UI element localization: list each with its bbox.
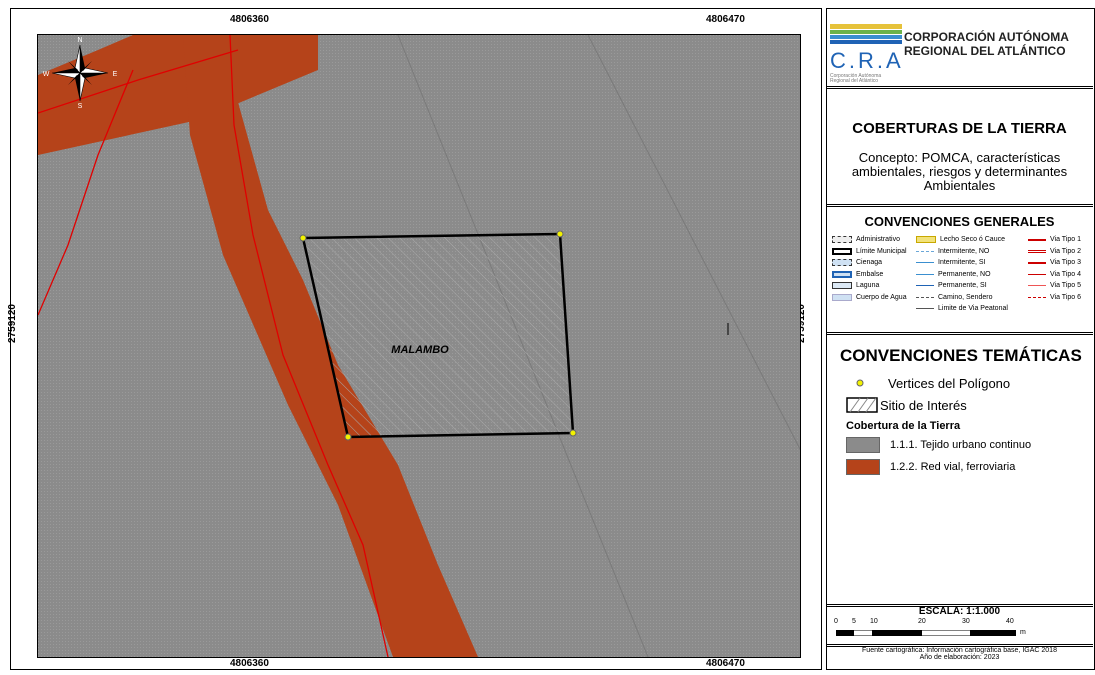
logo-small-line1: Corporación Autónoma bbox=[830, 73, 882, 79]
coord-left: 2759120 bbox=[6, 304, 18, 343]
parcel-line bbox=[587, 35, 800, 451]
road-line bbox=[38, 69, 134, 316]
gen-label: Permanente, SI bbox=[938, 282, 987, 290]
map-concept: Concepto: POMCA, características ambient… bbox=[851, 150, 1068, 193]
stream-icon bbox=[916, 285, 934, 287]
scale-tick: 30 bbox=[962, 618, 970, 625]
coord-bottom-2: 4806470 bbox=[706, 658, 745, 669]
gen-label: Intermitente, SI bbox=[938, 259, 986, 267]
site-label-legend: Sitio de Interés bbox=[880, 397, 967, 413]
gen-label: Via Tipo 4 bbox=[1050, 270, 1082, 278]
road-icon bbox=[1028, 238, 1046, 241]
site-hatch-icon bbox=[846, 397, 878, 413]
gen-label: Intermitente, NO bbox=[938, 247, 990, 255]
vertex-marker bbox=[344, 433, 352, 441]
general-conventions: CONVENCIONES GENERALES Administrativo Lí… bbox=[826, 204, 1093, 335]
scale-unit: m bbox=[1020, 629, 1026, 636]
source-block: Fuente cartográfica: Información cartogr… bbox=[826, 644, 1093, 668]
scale-tick: 10 bbox=[870, 618, 878, 625]
stream-icon bbox=[916, 262, 934, 264]
vertex-marker-icon bbox=[856, 379, 864, 387]
site-label: MALAMBO bbox=[391, 344, 449, 356]
gen-label: Cienaga bbox=[856, 259, 883, 267]
road-icon bbox=[1028, 285, 1046, 287]
road-icon bbox=[1028, 273, 1046, 275]
source-line2: Año de elaboración: 2023 bbox=[919, 654, 1000, 661]
general-conventions-heading: CONVENCIONES GENERALES bbox=[864, 214, 1055, 229]
gen-label: Embalse bbox=[856, 270, 884, 278]
scale-tick: 40 bbox=[1006, 618, 1014, 625]
scale-tick: 5 bbox=[852, 618, 856, 625]
vertex-marker bbox=[299, 234, 307, 242]
site-polygon bbox=[301, 232, 575, 439]
coord-bottom-1: 4806360 bbox=[230, 658, 269, 669]
municipal-limit-icon bbox=[832, 247, 852, 255]
gen-label: Límite Municipal bbox=[856, 247, 907, 255]
cienaga-icon bbox=[832, 259, 852, 267]
gen-label: Lecho Seco ó Cauce bbox=[940, 236, 1005, 244]
road-line bbox=[38, 49, 239, 114]
scale-bar bbox=[836, 630, 1016, 636]
title-block: COBERTURAS DE LA TIERRA Concepto: POMCA,… bbox=[826, 86, 1093, 207]
water-body-icon bbox=[832, 293, 852, 301]
coord-top-2: 4806470 bbox=[706, 14, 745, 25]
urban-swatch bbox=[846, 437, 880, 453]
map-canvas[interactable]: N S E W MALAMBO bbox=[37, 34, 801, 658]
administrativo-icon bbox=[832, 236, 852, 244]
laguna-icon bbox=[832, 282, 852, 290]
vertex-marker bbox=[556, 230, 564, 238]
gen-label: Permanente, NO bbox=[938, 270, 991, 278]
east-label: E bbox=[113, 71, 118, 78]
scale-tick: 20 bbox=[918, 618, 926, 625]
gen-label: Camino, Sendero bbox=[938, 293, 993, 301]
logo-small-line2: Regional del Atlántico bbox=[830, 78, 879, 84]
road-band-main bbox=[183, 35, 478, 657]
road-swatch bbox=[846, 459, 880, 475]
path-icon bbox=[916, 308, 934, 310]
coverage-label-urban: 1.1.1. Tejido urbano continuo bbox=[890, 439, 1032, 451]
road-icon bbox=[1028, 249, 1046, 253]
gen-label: Limite de Via Peatonal bbox=[938, 305, 1008, 313]
gen-label: Via Tipo 6 bbox=[1050, 293, 1082, 301]
gen-label: Laguna bbox=[856, 282, 880, 290]
scale-block: ESCALA: 1:1.000 0 5 10 20 30 40 m bbox=[826, 604, 1093, 647]
dry-bed-icon bbox=[916, 236, 936, 244]
stream-icon bbox=[916, 273, 934, 275]
gen-label: Via Tipo 2 bbox=[1050, 247, 1082, 255]
south-label: S bbox=[78, 103, 83, 110]
west-label: W bbox=[43, 71, 50, 78]
embalse-icon bbox=[832, 270, 852, 278]
thematic-conventions: CONVENCIONES TEMÁTICAS Vertices del Polí… bbox=[826, 332, 1093, 607]
gen-label: Via Tipo 5 bbox=[1050, 282, 1082, 290]
road-icon bbox=[1028, 261, 1046, 264]
road-line bbox=[229, 35, 389, 657]
gen-label: Cuerpo de Agua bbox=[856, 293, 907, 301]
coverage-label-road: 1.2.2. Red vial, ferroviaria bbox=[890, 461, 1016, 473]
gen-label: Administrativo bbox=[856, 236, 900, 244]
thematic-heading: CONVENCIONES TEMÁTICAS bbox=[840, 346, 1082, 365]
map-svg: N S E W MALAMBO bbox=[38, 35, 800, 657]
logo-line1: CORPORACIÓN AUTÓNOMA bbox=[904, 30, 1069, 44]
north-arrow-icon bbox=[51, 44, 109, 102]
logo-block: CORPORACIÓN AUTÓNOMA REGIONAL DEL ATLÁNT… bbox=[826, 8, 1093, 89]
trail-icon bbox=[916, 296, 934, 298]
road-icon bbox=[1028, 296, 1046, 298]
stream-icon bbox=[916, 250, 934, 252]
north-label: N bbox=[77, 37, 82, 44]
coverage-heading: Cobertura de la Tierra bbox=[846, 420, 961, 432]
road-band-top bbox=[38, 35, 318, 155]
legend-panel bbox=[826, 8, 1095, 670]
logo-line2: REGIONAL DEL ATLÁNTICO bbox=[904, 44, 1066, 58]
coord-top-1: 4806360 bbox=[230, 14, 269, 25]
vertex-marker bbox=[569, 429, 577, 437]
scale-title: ESCALA: 1:1.000 bbox=[918, 606, 1001, 617]
vertices-label: Vertices del Polígono bbox=[888, 375, 1011, 391]
scale-tick: 0 bbox=[834, 618, 838, 625]
logo-acronym: C.R.A bbox=[830, 48, 904, 73]
gen-label: Via Tipo 3 bbox=[1050, 259, 1082, 267]
gen-label: Via Tipo 1 bbox=[1050, 236, 1082, 244]
logo-waves-icon bbox=[830, 24, 902, 44]
source-line1: Fuente cartográfica: Información cartogr… bbox=[862, 647, 1057, 654]
map-title: COBERTURAS DE LA TIERRA bbox=[852, 120, 1067, 137]
